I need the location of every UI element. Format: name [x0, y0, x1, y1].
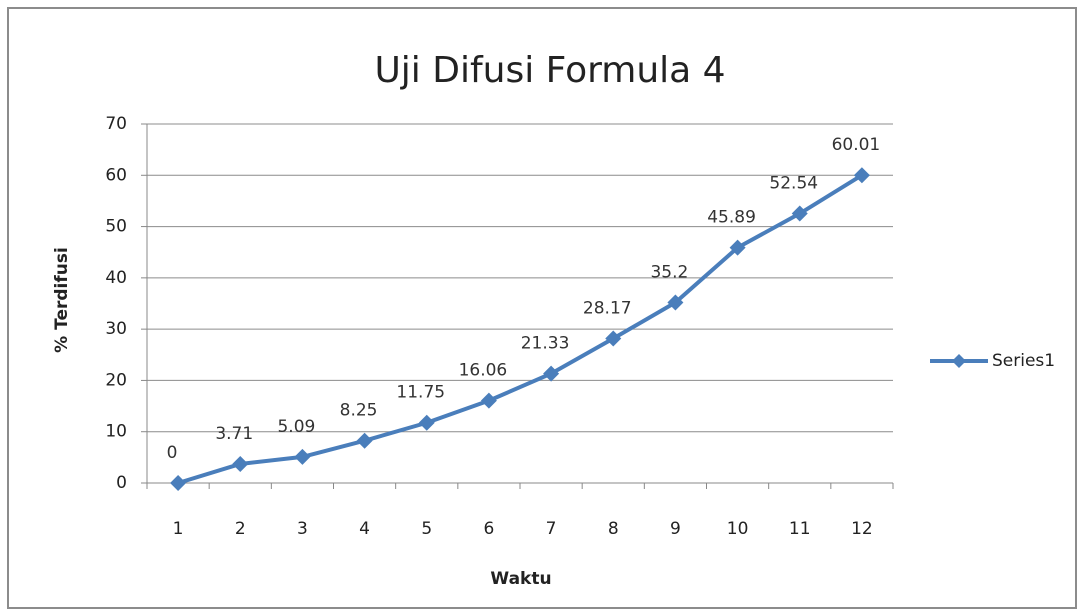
- y-tick-label: 30: [105, 319, 127, 339]
- x-axis-label: Waktu: [490, 569, 551, 589]
- x-tick-label: 12: [851, 519, 873, 539]
- data-label: 52.54: [769, 174, 818, 194]
- x-tick-label: 6: [484, 519, 495, 539]
- y-axis-label: % Terdifusi: [52, 247, 72, 353]
- x-tick-label: 9: [670, 519, 681, 539]
- point-marker: [791, 205, 808, 222]
- data-label: 5.09: [277, 417, 315, 437]
- point-marker: [729, 239, 746, 256]
- x-tick-label: 4: [359, 519, 370, 539]
- y-tick-label: 10: [105, 422, 127, 442]
- y-tick-label: 40: [105, 268, 127, 288]
- x-tick-label: 3: [297, 519, 308, 539]
- data-label: 0: [167, 443, 178, 463]
- y-tick-label: 50: [105, 217, 127, 237]
- y-tick-label: 60: [105, 165, 127, 185]
- data-label: 11.75: [396, 383, 445, 403]
- legend-marker: [952, 354, 966, 368]
- point-marker: [853, 167, 870, 184]
- point-marker: [232, 455, 249, 472]
- x-tick-label: 11: [789, 519, 811, 539]
- point-marker: [543, 365, 560, 382]
- point-marker: [170, 475, 187, 491]
- data-label: 21.33: [521, 334, 570, 354]
- data-label: 3.71: [215, 424, 253, 444]
- legend-label: Series1: [992, 351, 1055, 371]
- point-marker: [480, 392, 497, 409]
- x-tick-label: 10: [727, 519, 749, 539]
- chart-frame: [7, 7, 1077, 609]
- x-tick-label: 5: [421, 519, 432, 539]
- x-tick-label: 8: [608, 519, 619, 539]
- point-marker: [294, 448, 311, 465]
- data-label: 8.25: [340, 401, 378, 421]
- data-label: 16.06: [459, 361, 508, 381]
- point-marker: [667, 294, 684, 311]
- y-tick-label: 0: [116, 473, 127, 493]
- data-label: 60.01: [832, 135, 881, 155]
- x-tick-label: 7: [546, 519, 557, 539]
- y-tick-label: 20: [105, 370, 127, 390]
- y-tick-label: 70: [105, 114, 127, 134]
- data-label: 35.2: [650, 262, 688, 282]
- data-label: 45.89: [707, 208, 756, 228]
- series-line: [177, 173, 863, 485]
- chart-title: Uji Difusi Formula 4: [374, 50, 725, 91]
- point-marker: [605, 330, 622, 347]
- point-marker: [356, 432, 373, 449]
- x-tick-label: 1: [173, 519, 184, 539]
- data-label: 28.17: [583, 299, 632, 319]
- x-tick-label: 2: [235, 519, 246, 539]
- point-marker: [418, 414, 435, 431]
